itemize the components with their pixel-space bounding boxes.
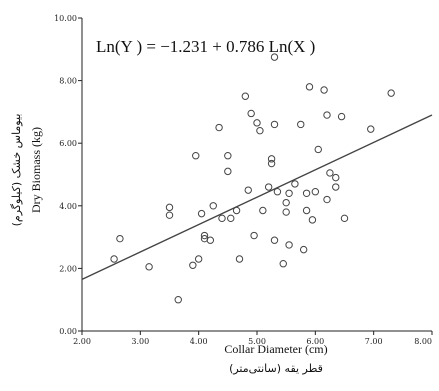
data-point: [273, 188, 282, 196]
regression-equation: Ln(Y ) = −1.231 + 0.786 Ln(X ): [96, 37, 315, 56]
y-axis-title: Dry Biomass (kg): [29, 127, 43, 213]
data-point: [116, 234, 124, 243]
x-tick-label: 3.00: [131, 337, 149, 346]
data-point: [256, 126, 264, 135]
data-point: [302, 206, 311, 215]
data-point: [279, 260, 287, 268]
data-point: [282, 208, 290, 216]
data-point: [311, 188, 320, 196]
data-point: [323, 111, 331, 119]
data-point: [282, 198, 290, 207]
x-tick-label: 8.00: [414, 337, 432, 346]
y-tick-label: 2.00: [59, 264, 77, 273]
data-point: [267, 155, 276, 163]
data-point: [165, 211, 174, 219]
data-point: [259, 206, 267, 215]
data-point: [241, 92, 250, 100]
y-tick-label: 0.00: [59, 327, 77, 336]
data-point: [285, 189, 293, 197]
x-axis-title-persian: قطر یقه (سانتی‌متر): [229, 362, 323, 375]
data-point: [320, 86, 328, 94]
data-point: [270, 120, 279, 129]
data-point: [326, 169, 334, 177]
data-point: [165, 203, 174, 212]
x-axis-title: Collar Diameter (cm): [224, 342, 327, 356]
y-tick-label: 10.00: [54, 14, 77, 23]
data-point: [305, 83, 314, 91]
data-point: [232, 206, 241, 215]
y-axis-ticks: 0.00 2.00 4.00 6.00 8.00 10.00: [54, 14, 82, 336]
data-point: [314, 145, 322, 154]
data-point: [200, 231, 209, 240]
data-point: [308, 216, 317, 224]
y-tick-label: 8.00: [59, 77, 77, 86]
data-point: [197, 209, 206, 218]
data-point: [145, 263, 153, 271]
data-point: [206, 236, 215, 244]
data-point: [218, 214, 226, 223]
data-point: [110, 255, 118, 263]
data-point: [387, 89, 395, 97]
data-point: [332, 183, 340, 191]
y-tick-label: 6.00: [59, 139, 77, 148]
x-tick-label: 7.00: [365, 337, 383, 346]
data-point: [235, 255, 244, 263]
plot-area: [81, 18, 432, 332]
data-point: [323, 195, 331, 204]
data-point: [224, 167, 232, 176]
x-axis-ticks: 2.00 3.00 4.00 5.00 6.00 7.00 8.00: [73, 331, 433, 346]
data-point: [340, 214, 349, 223]
data-points: [110, 53, 395, 304]
data-point: [332, 173, 340, 182]
data-point: [367, 125, 375, 133]
data-point: [253, 119, 261, 127]
data-point: [174, 296, 182, 304]
data-point: [224, 152, 232, 160]
data-point: [270, 53, 279, 61]
data-point: [299, 245, 308, 254]
data-point: [302, 189, 311, 197]
data-point: [244, 186, 252, 194]
y-axis-title-persian: بیوماس خشک (کیلوگرم): [10, 114, 23, 227]
data-point: [192, 152, 200, 160]
data-point: [291, 180, 299, 188]
data-point: [264, 183, 273, 191]
data-point: [247, 109, 255, 118]
y-tick-label: 4.00: [59, 202, 77, 211]
data-point: [337, 112, 346, 121]
x-tick-label: 2.00: [73, 337, 91, 346]
data-point: [285, 241, 293, 249]
data-point: [270, 236, 279, 244]
data-point: [297, 120, 305, 129]
data-point: [250, 231, 258, 240]
data-point: [194, 255, 203, 263]
data-point: [215, 123, 223, 132]
data-point: [227, 214, 235, 223]
data-point: [209, 202, 217, 210]
regression-fit-line: [81, 114, 433, 280]
data-point: [189, 261, 197, 269]
x-tick-label: 6.00: [306, 337, 324, 346]
x-tick-label: 4.00: [190, 337, 208, 346]
x-tick-label: 5.00: [248, 337, 266, 346]
data-point: [267, 159, 276, 168]
